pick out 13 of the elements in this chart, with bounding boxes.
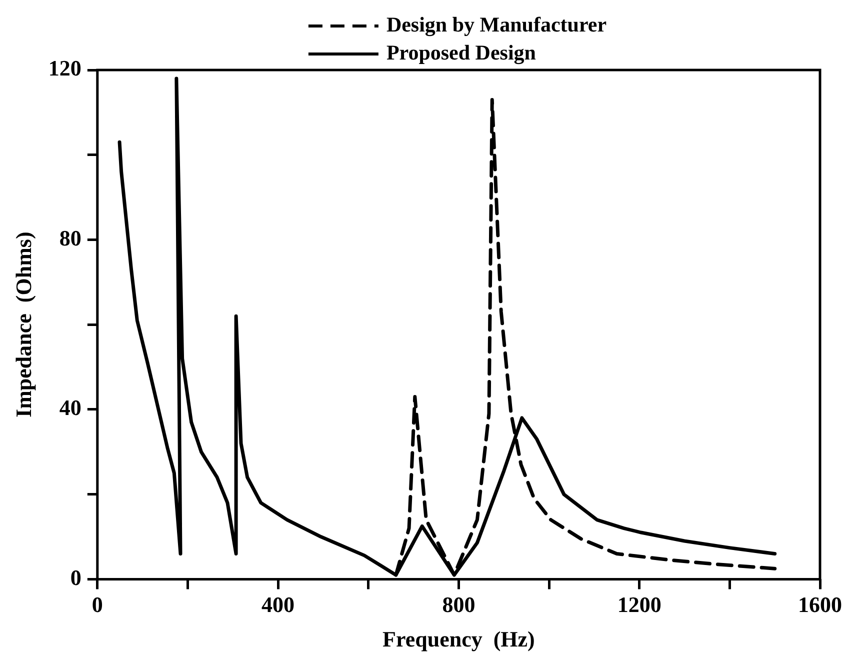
x-tick-label: 400 [262,592,295,618]
y-axis-title: Impedance (Ohms) [10,232,36,418]
y-tick-label: 40 [59,395,82,420]
x-axis-title: Frequency (Hz) [382,626,535,652]
y-tick-label: 120 [48,56,82,81]
legend-label: Design by Manufacturer [386,12,607,36]
x-tick-label: 800 [442,592,476,618]
x-tick-label: 1200 [617,592,662,618]
y-tick-label: 80 [59,225,82,250]
legend-label: Proposed Design [386,40,536,64]
y-tick-label: 0 [70,564,82,590]
x-tick-label: 1600 [798,592,842,618]
x-tick-label: 0 [92,592,103,618]
